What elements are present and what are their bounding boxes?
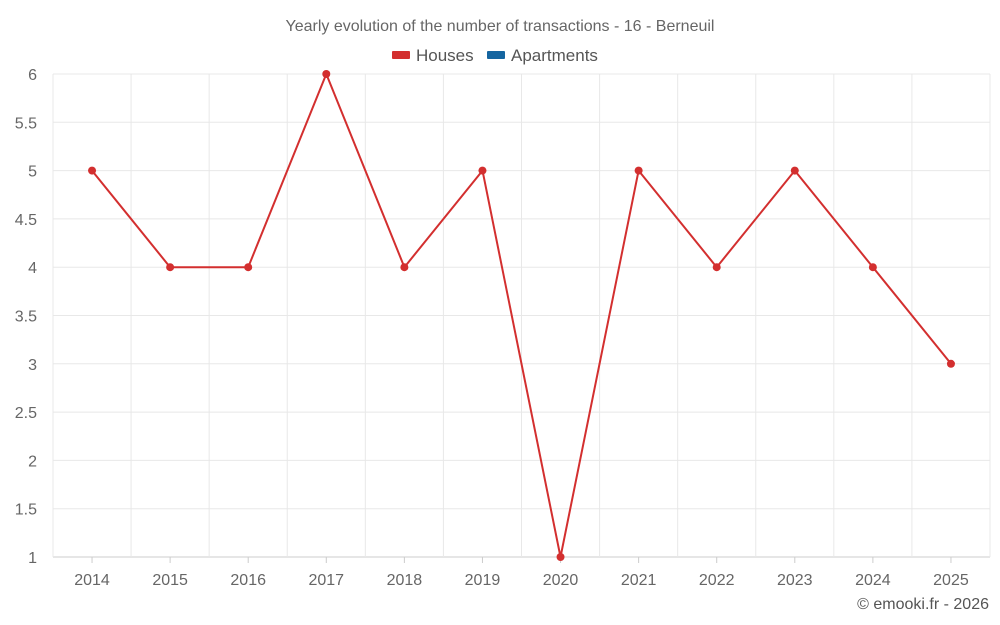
x-tick-label: 2020 [543, 572, 579, 589]
x-tick-label: 2016 [230, 572, 266, 589]
data-point-houses[interactable] [400, 263, 409, 272]
data-point-houses[interactable] [88, 166, 97, 175]
y-tick-label: 2.5 [15, 405, 37, 422]
legend: Houses Apartments [392, 46, 598, 65]
x-tick-label: 2019 [465, 572, 501, 589]
x-tick-label: 2022 [699, 572, 735, 589]
y-tick-label: 4.5 [15, 212, 37, 229]
y-tick-label: 3.5 [15, 309, 37, 326]
data-point-houses[interactable] [556, 553, 565, 561]
y-tick-label: 1 [28, 550, 37, 567]
y-tick-label: 1.5 [15, 502, 37, 519]
data-point-houses[interactable] [946, 359, 955, 368]
data-point-houses[interactable] [166, 263, 175, 272]
series-group [88, 70, 955, 561]
x-tick-label: 2021 [621, 572, 657, 589]
y-tick-label: 6 [28, 67, 37, 84]
legend-item-apartments[interactable]: Apartments [487, 46, 598, 65]
data-point-houses[interactable] [244, 263, 253, 272]
data-point-houses[interactable] [790, 166, 799, 175]
data-point-houses[interactable] [634, 166, 643, 175]
y-tick-label: 2 [28, 453, 37, 470]
legend-swatch-houses [392, 51, 410, 59]
y-tick-label: 5.5 [15, 115, 37, 132]
x-tick-label: 2024 [855, 572, 891, 589]
data-point-houses[interactable] [868, 263, 877, 272]
y-tick-label: 3 [28, 357, 37, 374]
data-point-houses[interactable] [712, 263, 721, 272]
grid [52, 73, 991, 558]
x-axis: 2014 2015 2016 2017 2018 2019 2020 2021 2022 2023… [74, 557, 969, 589]
y-axis: 1 1.5 2 2.5 3 3.5 4 4.5 5 5.5 6 [15, 67, 37, 567]
legend-label-apartments: Apartments [511, 46, 598, 65]
legend-swatch-apartments [487, 51, 505, 59]
x-tick-label: 2017 [308, 572, 344, 589]
chart-title: Yearly evolution of the number of transa… [286, 18, 715, 35]
data-point-houses[interactable] [322, 70, 331, 78]
y-tick-label: 4 [28, 260, 37, 277]
x-tick-label: 2015 [152, 572, 188, 589]
credit-text: © emooki.fr - 2026 [857, 596, 989, 613]
data-point-houses[interactable] [478, 166, 487, 175]
legend-label-houses: Houses [416, 46, 474, 65]
x-tick-label: 2014 [74, 572, 110, 589]
x-tick-label: 2023 [777, 572, 813, 589]
y-tick-label: 5 [28, 164, 37, 181]
x-tick-label: 2018 [387, 572, 423, 589]
legend-item-houses[interactable]: Houses [392, 46, 474, 65]
x-tick-label: 2025 [933, 572, 969, 589]
series-line-houses [91, 73, 952, 558]
